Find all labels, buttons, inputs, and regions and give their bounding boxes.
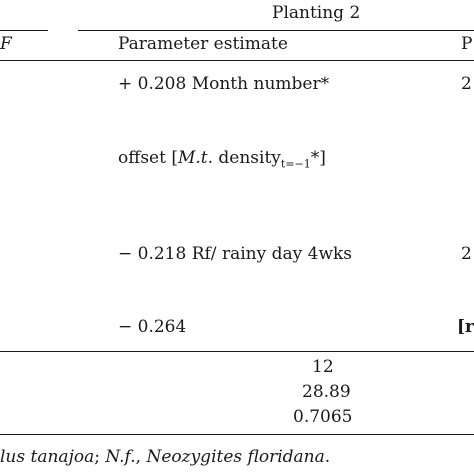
row-rainy-day: − 0.218 Rf/ rainy day 4wks — [118, 244, 353, 264]
stat-aic: 28.89 — [302, 382, 351, 402]
offset-suffix: *] — [310, 148, 326, 168]
table-bottom-rule — [0, 434, 474, 435]
row-month-number: + 0.208 Month number* — [118, 74, 330, 94]
footnote-species-1: lus tanajoa — [0, 447, 95, 467]
footnote: lus tanajoa; N.f., Neozygites floridana. — [0, 447, 330, 467]
footnote-species-2: Neozygites floridana — [146, 447, 325, 467]
footnote-sep-2: , — [135, 447, 147, 467]
header-rule-left — [0, 30, 48, 31]
stat-r2: 0.7065 — [293, 407, 353, 427]
header-rule-planting — [78, 30, 474, 31]
right-column-header-fragment: P — [461, 34, 473, 54]
row-month-number-right: 2 — [461, 74, 472, 94]
left-column-header-fragment: F — [0, 34, 12, 54]
offset-subscript: t=−1 — [280, 157, 311, 171]
row-constant: − 0.264 — [118, 317, 187, 337]
planting-2-group-title: Planting 2 — [272, 3, 361, 23]
row-rainy-day-right: 2 — [461, 244, 472, 264]
footnote-sep-1: ; — [94, 447, 106, 467]
offset-mid: density — [213, 148, 281, 168]
offset-prefix: offset [ — [118, 148, 178, 168]
parameter-estimate-header: Parameter estimate — [118, 34, 288, 54]
footnote-abbrev: N.f. — [105, 447, 136, 467]
row-constant-right: [r — [457, 317, 474, 337]
header-bottom-rule — [0, 60, 474, 61]
row-offset-density: offset [M.t. densityt=−1*] — [118, 148, 326, 174]
body-bottom-rule — [0, 351, 474, 352]
stat-n: 12 — [312, 357, 334, 377]
offset-italic: M.t. — [177, 148, 214, 168]
footnote-end: . — [324, 447, 331, 467]
